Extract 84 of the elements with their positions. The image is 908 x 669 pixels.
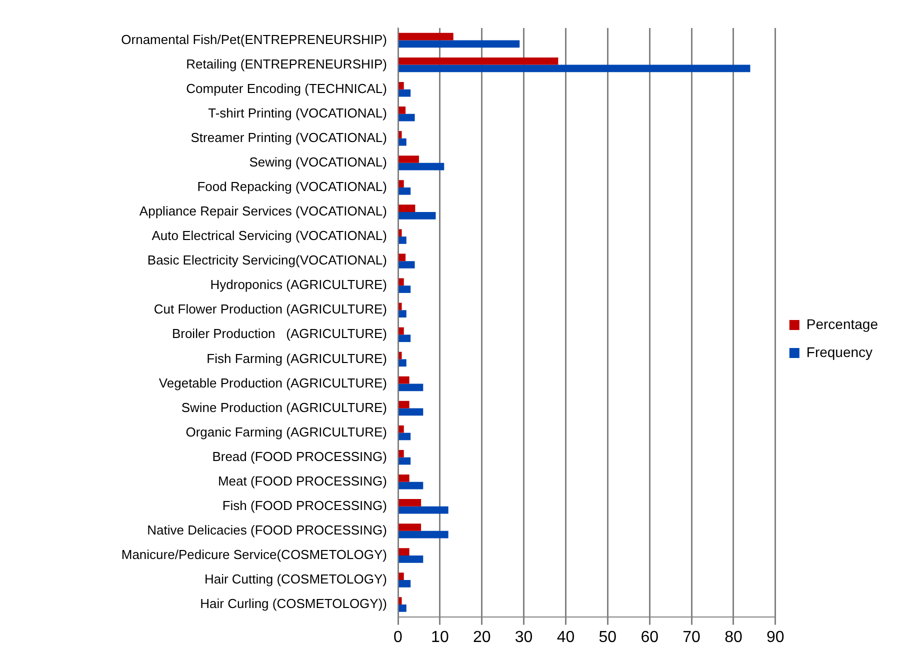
bar (398, 212, 436, 220)
bar (398, 530, 448, 538)
bar (398, 555, 424, 563)
bar (398, 548, 410, 556)
legend-label: Percentage (806, 316, 878, 332)
bar (398, 408, 424, 416)
bar (398, 204, 416, 212)
y-tick-label: Native Delicacies (FOOD PROCESSING) (147, 522, 387, 538)
bar (398, 400, 410, 408)
bar (398, 187, 411, 195)
y-tick-label: Food Repacking (VOCATIONAL) (197, 179, 387, 194)
bar (398, 506, 448, 514)
y-tick-label: Swine Production (AGRICULTURE) (181, 400, 387, 415)
bar (398, 352, 402, 360)
y-tick-label: Hair Curling (COSMETOLOGY)) (200, 596, 387, 612)
bar (398, 457, 411, 465)
bar (398, 82, 404, 90)
bar (398, 425, 404, 433)
y-tick-label: Fish Farming (AGRICULTURE) (206, 350, 387, 366)
bar (398, 450, 404, 458)
bar (398, 162, 444, 170)
bar (398, 156, 419, 163)
y-tick-label: Manicure/Pedicure Service(COSMETOLOGY) (121, 547, 387, 562)
bar (398, 310, 406, 318)
bar (398, 334, 411, 342)
x-tick-label: 40 (556, 628, 575, 646)
x-tick-label: 50 (598, 628, 617, 646)
bar (398, 106, 406, 114)
bar (398, 131, 402, 138)
y-tick-label: Meat (FOOD PROCESSING) (218, 473, 387, 488)
y-tick-label: T-shirt Printing (VOCATIONAL) (208, 105, 387, 120)
x-tick-label: 80 (724, 628, 742, 646)
bar (398, 432, 411, 440)
y-tick-label: Bread (FOOD PROCESSING) (212, 448, 387, 464)
bar (398, 32, 454, 40)
bar (398, 604, 406, 612)
bar (398, 499, 422, 506)
y-tick-label: Hydroponics (AGRICULTURE) (210, 277, 387, 292)
bar (398, 286, 411, 293)
bar (398, 482, 424, 490)
bar (398, 138, 406, 146)
bar (398, 384, 424, 392)
y-tick-label: Organic Farming (AGRICULTURE) (186, 424, 387, 440)
y-tick-label: Hair Cutting (COSMETOLOGY) (204, 572, 387, 587)
legend-label: Frequency (806, 344, 873, 360)
bar (398, 261, 415, 268)
bar (398, 40, 520, 48)
y-tick-label: Computer Encoding (TECHNICAL) (186, 80, 387, 96)
bar (398, 254, 406, 262)
y-tick-label: Cut Flower Production (AGRICULTURE) (154, 302, 387, 317)
bar (398, 376, 410, 384)
bar (398, 229, 402, 237)
x-tick-label: 90 (766, 628, 784, 646)
bar (398, 359, 406, 367)
x-tick-label: 0 (394, 628, 403, 646)
bar (398, 580, 411, 588)
bar (398, 180, 404, 188)
bar (398, 64, 750, 72)
y-tick-label: Vegetable Production (AGRICULTURE) (158, 375, 387, 390)
y-tick-label: Streamer Printing (VOCATIONAL) (190, 130, 387, 145)
bar (398, 302, 402, 310)
y-tick-label: Ornamental Fish/Pet(ENTREPRENEURSHIP) (121, 32, 387, 47)
y-tick-label: Auto Electrical Servicing (VOCATIONAL) (152, 228, 387, 244)
y-tick-label: Basic Electricity Servicing(VOCATIONAL) (147, 252, 387, 268)
x-tick-label: 20 (472, 628, 491, 646)
y-tick-label: Retailing (ENTREPRENEURSHIP) (186, 56, 387, 72)
bar (398, 572, 404, 580)
x-tick-label: 70 (682, 628, 701, 646)
bar (398, 327, 404, 335)
bar (398, 236, 406, 244)
y-tick-label: Broiler Production (AGRICULTURE) (172, 326, 387, 342)
bar (398, 278, 404, 286)
bar (398, 524, 422, 531)
y-tick-label: Fish (FOOD PROCESSING) (222, 498, 387, 513)
x-tick-label: 60 (640, 628, 659, 646)
bar (398, 114, 415, 122)
bar (398, 57, 558, 65)
y-tick-label: Appliance Repair Services (VOCATIONAL) (139, 204, 387, 219)
bar (398, 89, 411, 97)
x-tick-label: 30 (514, 628, 533, 646)
bar (398, 597, 402, 605)
x-tick-label: 10 (431, 628, 449, 646)
bar (398, 474, 410, 482)
y-tick-label: Sewing (VOCATIONAL) (249, 154, 387, 170)
